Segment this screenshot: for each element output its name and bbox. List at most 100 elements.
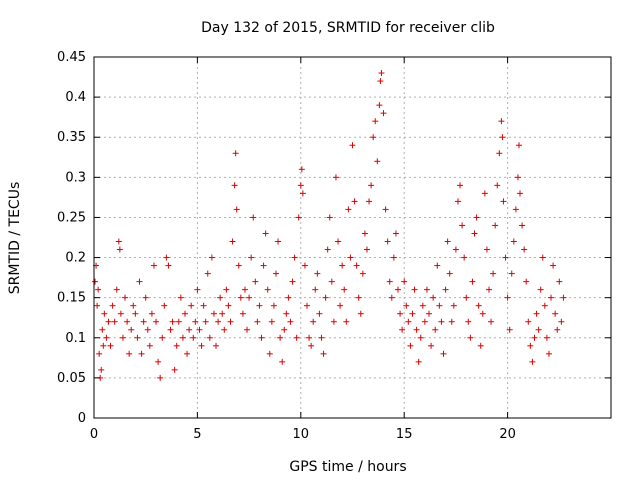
data-point	[130, 302, 137, 309]
data-point	[531, 334, 538, 341]
data-point	[403, 302, 410, 309]
data-point	[376, 102, 383, 109]
plot-frame	[93, 56, 612, 419]
data-point	[519, 222, 526, 229]
data-point	[537, 286, 544, 293]
data-point	[181, 310, 188, 317]
data-point	[343, 318, 350, 325]
data-point	[527, 342, 534, 349]
data-point	[388, 294, 395, 301]
data-point	[142, 294, 149, 301]
data-point	[535, 326, 542, 333]
data-point	[264, 286, 271, 293]
data-point	[275, 238, 282, 245]
data-point	[411, 286, 418, 293]
y-axis-label: SRMTID / TECUs	[7, 182, 23, 295]
data-point	[202, 318, 209, 325]
data-point	[287, 318, 294, 325]
data-point	[146, 342, 153, 349]
data-point	[539, 254, 546, 261]
data-point	[510, 238, 517, 245]
data-point	[258, 334, 265, 341]
data-point	[101, 310, 108, 317]
data-point	[175, 318, 182, 325]
data-point	[148, 310, 155, 317]
data-point	[359, 270, 366, 277]
x-tick-label: 0	[90, 427, 98, 442]
data-point	[351, 198, 358, 205]
data-point	[446, 270, 453, 277]
data-point	[233, 206, 240, 213]
data-point	[169, 318, 176, 325]
data-point	[421, 318, 428, 325]
data-point	[268, 318, 275, 325]
data-point	[194, 286, 201, 293]
data-point	[397, 310, 404, 317]
data-point	[190, 334, 197, 341]
data-point	[330, 318, 337, 325]
y-tick-label: 0.2	[65, 251, 86, 266]
data-point	[506, 326, 513, 333]
data-point	[314, 270, 321, 277]
data-point	[262, 230, 269, 237]
data-point	[442, 286, 449, 293]
data-point	[512, 206, 519, 213]
data-point	[320, 350, 327, 357]
data-point	[448, 318, 455, 325]
data-point	[399, 326, 406, 333]
data-point	[208, 254, 215, 261]
data-point	[361, 230, 368, 237]
data-point	[496, 150, 503, 157]
data-point	[116, 246, 123, 253]
data-point	[525, 318, 532, 325]
data-point	[541, 302, 548, 309]
data-point	[124, 318, 131, 325]
chart-title: Day 132 of 2015, SRMTID for receiver cli…	[201, 20, 495, 36]
data-point	[217, 294, 224, 301]
data-point	[407, 342, 414, 349]
data-point	[213, 342, 220, 349]
data-point	[260, 262, 267, 269]
data-point	[426, 310, 433, 317]
y-tick-label: 0	[78, 411, 86, 426]
data-point	[473, 214, 480, 221]
data-point	[409, 310, 416, 317]
data-point	[481, 190, 488, 197]
data-point	[326, 214, 333, 221]
y-tick-label: 0.1	[65, 331, 86, 346]
data-point	[266, 350, 273, 357]
y-tick-label: 0.15	[57, 291, 86, 306]
data-point	[291, 254, 298, 261]
data-point	[231, 182, 238, 189]
data-point	[499, 134, 506, 141]
data-point	[186, 326, 193, 333]
data-point	[545, 350, 552, 357]
x-axis-label: GPS time / hours	[289, 459, 406, 475]
data-point	[177, 294, 184, 301]
data-point	[96, 350, 103, 357]
data-point	[281, 326, 288, 333]
data-point	[122, 294, 129, 301]
data-point	[405, 318, 412, 325]
data-point	[295, 214, 302, 221]
data-point	[167, 326, 174, 333]
data-point	[452, 246, 459, 253]
data-point	[357, 310, 364, 317]
data-point	[444, 238, 451, 245]
data-point	[477, 342, 484, 349]
data-point	[423, 286, 430, 293]
data-point	[163, 254, 170, 261]
data-point	[285, 294, 292, 301]
data-point	[492, 222, 499, 229]
data-point	[153, 318, 160, 325]
data-point	[246, 294, 253, 301]
data-point	[529, 358, 536, 365]
data-point	[467, 334, 474, 341]
data-point	[488, 318, 495, 325]
data-point	[494, 182, 501, 189]
data-point	[188, 302, 195, 309]
data-point	[454, 198, 461, 205]
data-point	[244, 326, 251, 333]
data-point	[241, 286, 248, 293]
